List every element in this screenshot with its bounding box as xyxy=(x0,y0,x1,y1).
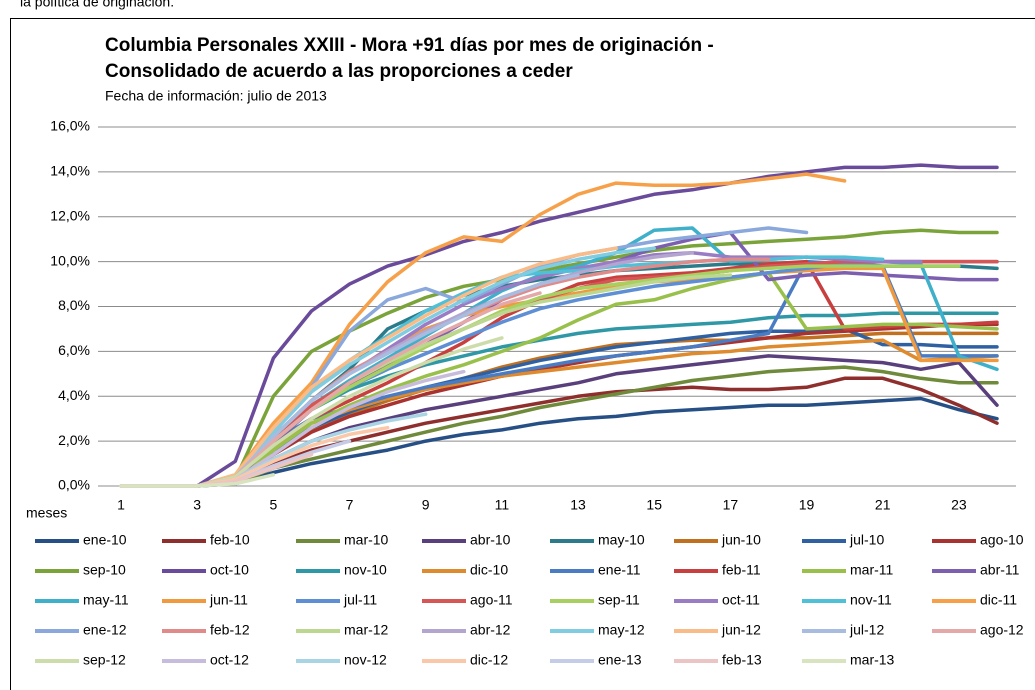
lines xyxy=(119,163,999,488)
legend-label: may-12 xyxy=(598,622,645,638)
legend-label: abr-10 xyxy=(470,532,511,548)
x-tick-label: 21 xyxy=(875,497,891,513)
legend-label: jul-12 xyxy=(849,622,884,638)
legend-label: feb-11 xyxy=(722,562,761,578)
legend-label: nov-11 xyxy=(850,592,892,608)
legend-label: ene-12 xyxy=(83,622,127,638)
x-axis-label: meses xyxy=(26,505,67,521)
x-tick-label: 17 xyxy=(723,497,739,513)
grid: 0,0% 2,0% 4,0% 6,0% 8,0% 10,0% 12,0% 14,0% 16,0%… xyxy=(50,118,1016,513)
legend-label: dic-10 xyxy=(470,562,508,578)
y-tick-label: 2,0% xyxy=(58,432,90,448)
legend-label: mar-13 xyxy=(850,652,895,668)
y-tick-label: 10,0% xyxy=(50,252,90,268)
legend-label: mar-12 xyxy=(344,622,389,638)
legend-label: ago-11 xyxy=(470,592,513,608)
chart-frame xyxy=(10,18,1035,690)
legend-label: ene-10 xyxy=(83,532,127,548)
legend-label: feb-13 xyxy=(722,652,762,668)
x-tick-label: 5 xyxy=(269,497,277,513)
x-tick-label: 11 xyxy=(495,497,510,513)
legend-label: ago-10 xyxy=(980,532,1024,548)
legend-label: feb-10 xyxy=(210,532,250,548)
chart-subtitle: Fecha de información: julio de 2013 xyxy=(105,88,327,104)
y-tick-label: 14,0% xyxy=(50,163,90,179)
x-tick-label: 15 xyxy=(646,497,662,513)
y-tick-label: 0,0% xyxy=(58,477,90,493)
series-line xyxy=(119,473,276,488)
x-tick-label: 19 xyxy=(799,497,815,513)
legend-label: mar-11 xyxy=(850,562,894,578)
legend-label: ene-11 xyxy=(598,562,641,578)
legend-label: oct-12 xyxy=(210,652,249,668)
x-tick-label: 9 xyxy=(422,497,430,513)
legend-label: oct-10 xyxy=(210,562,249,578)
legend-label: ago-12 xyxy=(980,622,1024,638)
x-tick-label: 23 xyxy=(951,497,967,513)
legend-label: may-11 xyxy=(83,592,129,608)
x-tick-label: 7 xyxy=(346,497,354,513)
legend-label: sep-11 xyxy=(598,592,640,608)
legend-label: nov-12 xyxy=(344,652,387,668)
legend-label: jul-10 xyxy=(849,532,884,548)
y-tick-label: 8,0% xyxy=(58,297,90,313)
legend-label: abr-11 xyxy=(980,562,1020,578)
legend-label: nov-10 xyxy=(344,562,387,578)
x-tick-label: 3 xyxy=(193,497,201,513)
legend-label: abr-12 xyxy=(470,622,511,638)
legend-label: sep-10 xyxy=(83,562,126,578)
series-line xyxy=(119,271,999,488)
y-tick-label: 6,0% xyxy=(58,342,90,358)
x-tick-label: 13 xyxy=(570,497,586,513)
series-line xyxy=(119,228,999,488)
chart-title: Consolidado de acuerdo a las proporcione… xyxy=(105,61,573,82)
y-tick-label: 12,0% xyxy=(50,207,90,223)
legend-label: dic-11 xyxy=(980,592,1017,608)
legend: ene-10 feb-10 mar-10 abr-10 may-10 jun-10 jul-… xyxy=(35,532,1024,668)
y-tick-label: 4,0% xyxy=(58,387,90,403)
legend-label: feb-12 xyxy=(210,622,250,638)
legend-label: dic-12 xyxy=(470,652,508,668)
legend-label: sep-12 xyxy=(83,652,126,668)
context-text: la política de originación. xyxy=(20,0,174,10)
x-tick-label: 1 xyxy=(117,497,125,513)
chart-title: Columbia Personales XXIII - Mora +91 día… xyxy=(105,35,714,56)
series-line xyxy=(119,163,999,488)
legend-label: jun-12 xyxy=(721,622,761,638)
y-tick-label: 16,0% xyxy=(50,118,90,134)
legend-label: may-10 xyxy=(598,532,645,548)
legend-label: jun-11 xyxy=(209,592,248,608)
legend-label: jul-11 xyxy=(343,592,377,608)
legend-label: jun-10 xyxy=(721,532,761,548)
legend-label: ene-13 xyxy=(598,652,642,668)
legend-label: mar-10 xyxy=(344,532,389,548)
legend-label: oct-11 xyxy=(722,592,760,608)
series-line xyxy=(119,396,999,488)
